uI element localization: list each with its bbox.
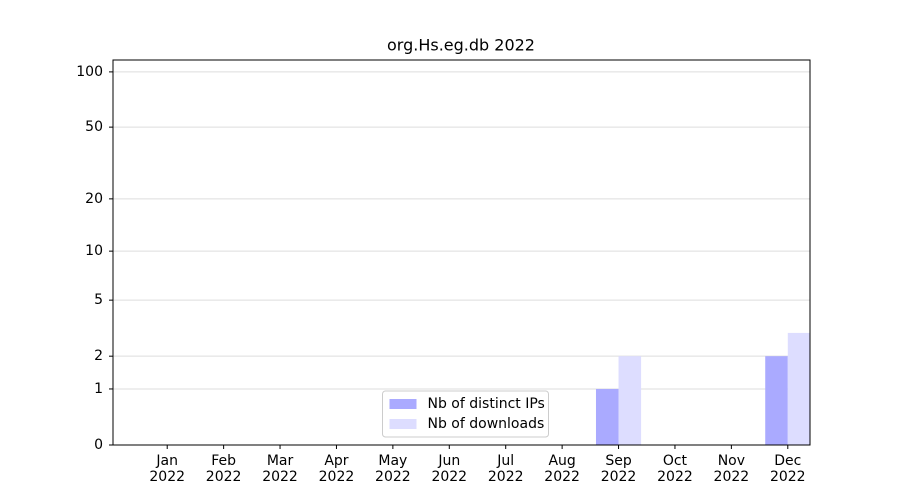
x-tick-label: Jun 2022 — [431, 453, 468, 485]
plot-frame — [112, 59, 811, 446]
chart-title: org.Hs.eg.db 2022 — [387, 36, 535, 55]
x-tick-label: Aug 2022 — [544, 453, 580, 485]
y-tick-label: 5 — [94, 292, 103, 308]
legend-label: Nb of downloads — [428, 416, 545, 432]
bar — [595, 388, 619, 445]
legend-swatch — [389, 399, 417, 409]
y-tick-label: 2 — [94, 348, 103, 364]
y-tick-label: 0 — [94, 437, 103, 453]
legend-label: Nb of distinct IPs — [428, 396, 545, 412]
legend: Nb of distinct IPs Nb of downloads — [382, 390, 549, 438]
x-tick-label: Oct 2022 — [657, 453, 693, 485]
x-tick-label: Jul 2022 — [487, 453, 524, 485]
legend-frame — [382, 390, 549, 438]
y-tick-label: 100 — [76, 64, 103, 80]
y-tick-label: 50 — [85, 119, 103, 135]
x-tick-label: Apr 2022 — [318, 453, 355, 485]
x-tick-label: Dec 2022 — [769, 453, 806, 485]
x-tick-label: May 2022 — [375, 453, 411, 485]
x-tick-label: Feb 2022 — [205, 453, 242, 485]
bar — [618, 356, 642, 445]
y-tick-label: 10 — [85, 243, 103, 259]
x-tick-label: Jan 2022 — [149, 453, 186, 485]
y-tick-label: 1 — [94, 381, 103, 397]
bar — [787, 332, 811, 445]
legend-swatch — [389, 419, 417, 429]
bar — [765, 356, 788, 445]
x-tick-label: Nov 2022 — [713, 453, 750, 485]
x-tick-label: Sep 2022 — [600, 453, 637, 485]
y-tick-label: 20 — [85, 191, 103, 207]
x-tick-label: Mar 2022 — [262, 453, 298, 485]
